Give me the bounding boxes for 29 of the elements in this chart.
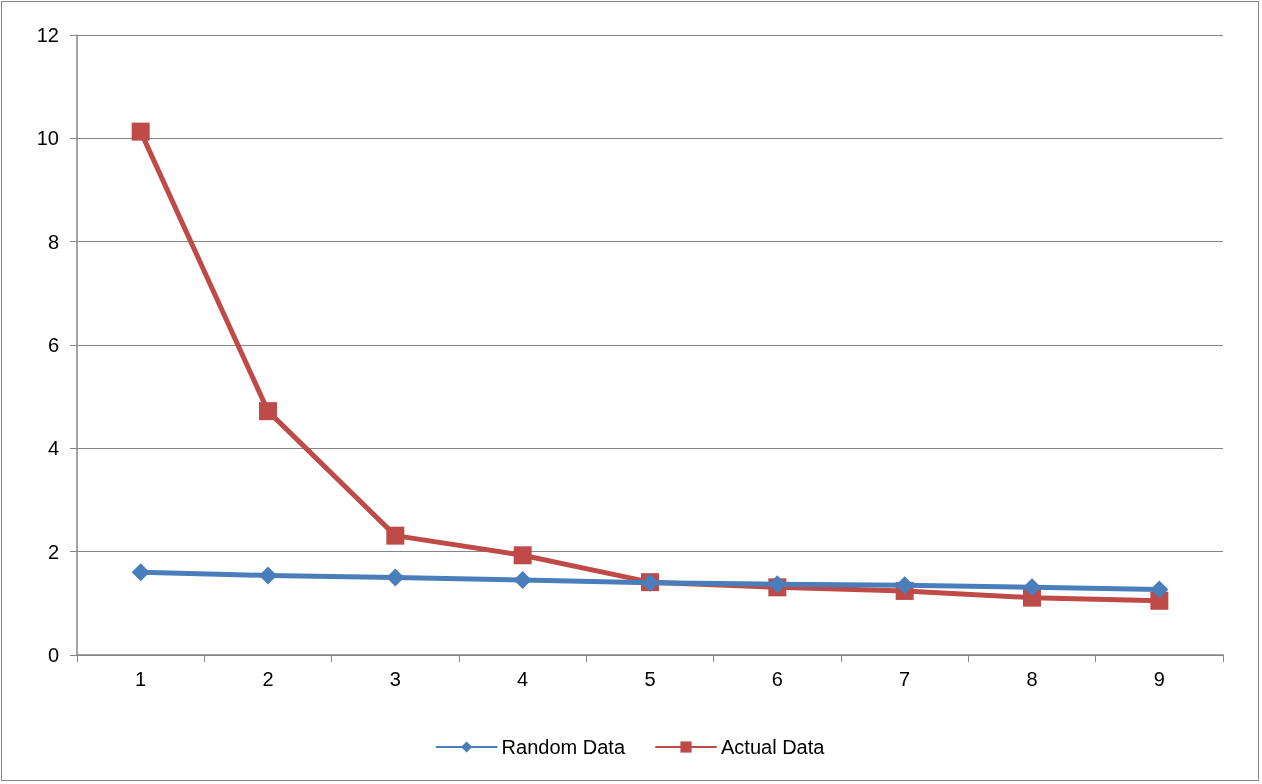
x-tick-label: 5	[644, 668, 656, 690]
point	[513, 571, 532, 590]
point	[386, 568, 405, 587]
point	[513, 546, 532, 565]
legend-label: Actual Data	[721, 736, 826, 758]
x-tick-label: 9	[1153, 668, 1165, 690]
y-tick-label: 6	[47, 334, 59, 356]
x-tick-label: 2	[262, 668, 274, 690]
point	[131, 563, 150, 582]
y-tick-label: 4	[47, 437, 59, 460]
point	[259, 566, 277, 585]
y-tick-label: 10	[36, 127, 59, 150]
x-tick-label: 6	[771, 668, 783, 690]
y-tick-label: 12	[36, 24, 59, 46]
x-tick-label: 8	[1026, 668, 1038, 690]
y-tick-label: 8	[47, 230, 59, 253]
point	[1150, 580, 1169, 599]
point	[131, 122, 150, 141]
point	[895, 576, 914, 595]
point	[1023, 578, 1041, 597]
y-tick-label: 2	[47, 540, 59, 563]
x-tick-label: 7	[899, 668, 911, 690]
y-tick-label: 0	[47, 644, 59, 666]
point	[259, 402, 277, 421]
x-tick-label: 1	[135, 668, 147, 690]
x-tick-label: 4	[517, 668, 529, 690]
point	[386, 526, 405, 545]
legend-label: Random Data	[501, 736, 626, 758]
x-tick-label: 3	[389, 668, 401, 690]
